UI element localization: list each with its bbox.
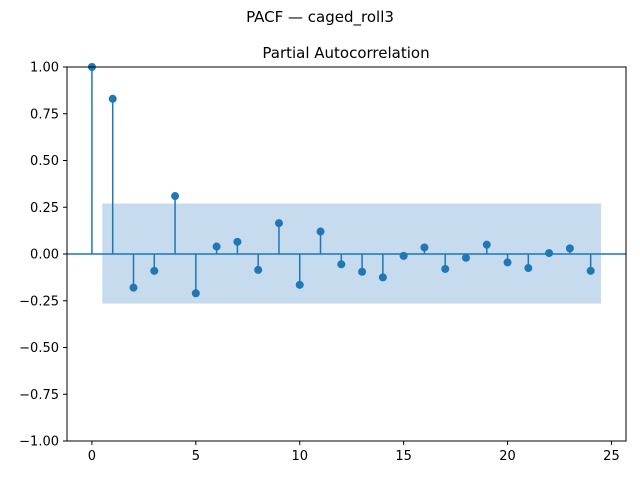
y-tick-label: 0.00 <box>30 248 59 263</box>
stem-marker-lag-2 <box>129 283 138 292</box>
y-tick-label: −0.50 <box>19 341 59 356</box>
x-tick-label: 5 <box>192 449 200 464</box>
stem-marker-lag-15 <box>399 251 408 260</box>
stem-marker-lag-11 <box>316 227 325 236</box>
stem-marker-lag-21 <box>524 264 533 273</box>
stem-marker-lag-19 <box>482 240 491 249</box>
stem-marker-lag-22 <box>545 249 554 258</box>
stem-marker-lag-9 <box>274 219 283 228</box>
stem-marker-lag-20 <box>503 258 512 267</box>
stem-marker-lag-3 <box>150 266 159 275</box>
stem-marker-lag-24 <box>586 266 595 275</box>
x-tick-label: 20 <box>499 449 516 464</box>
y-tick-label: −0.75 <box>19 388 59 403</box>
y-tick-label: 1.00 <box>30 61 59 76</box>
x-tick-label: 25 <box>603 449 620 464</box>
y-tick-label: 0.50 <box>30 154 59 169</box>
stem-marker-lag-23 <box>565 244 574 253</box>
stem-marker-lag-5 <box>191 289 200 298</box>
x-tick-label: 0 <box>88 449 96 464</box>
x-tick-label: 10 <box>291 449 308 464</box>
stem-marker-lag-6 <box>212 242 221 251</box>
plot-area: −1.00 −0.75 −0.50 −0.25 0.00 0.25 0.50 0.75 1.00… <box>19 61 627 464</box>
y-tick-label: 0.75 <box>30 107 59 122</box>
stem-marker-lag-18 <box>461 253 470 262</box>
stem-marker-lag-8 <box>254 265 263 274</box>
stem-marker-lag-1 <box>108 94 117 103</box>
stem-marker-lag-10 <box>295 280 304 289</box>
y-tick-label: −1.00 <box>19 435 59 450</box>
figure-suptitle: PACF — caged_roll3 <box>246 8 394 27</box>
stem-marker-lag-14 <box>378 273 387 282</box>
stem-marker-lag-7 <box>233 237 242 246</box>
y-tick-label: −0.25 <box>19 294 59 309</box>
axes-title: Partial Autocorrelation <box>262 44 429 62</box>
stem-marker-lag-4 <box>171 192 180 201</box>
y-tick-label: 0.25 <box>30 201 59 216</box>
stem-marker-lag-13 <box>358 267 367 276</box>
stem-marker-lag-16 <box>420 243 429 252</box>
stem-marker-lag-12 <box>337 260 346 269</box>
stem-marker-lag-17 <box>441 264 450 273</box>
x-tick-label: 15 <box>395 449 412 464</box>
